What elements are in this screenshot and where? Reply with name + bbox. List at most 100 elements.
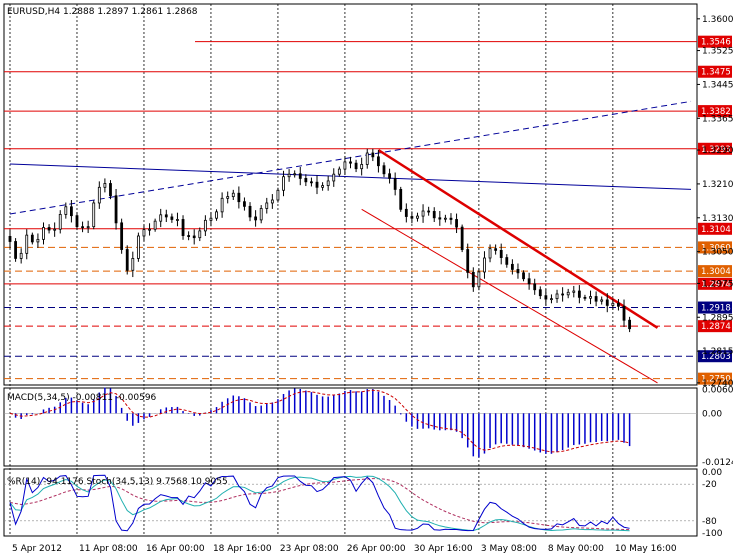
candle-body xyxy=(276,189,280,201)
candle xyxy=(505,254,509,268)
x-tick-label: 10 May 16:00 xyxy=(615,544,677,553)
candle xyxy=(187,231,191,241)
price-box-label: 1.2803 xyxy=(701,352,731,362)
macd-tick-label: -0.01247 xyxy=(702,458,733,468)
candle-body xyxy=(114,195,118,224)
candle xyxy=(594,291,598,307)
candle xyxy=(298,166,302,186)
candle-body xyxy=(248,205,252,218)
candle xyxy=(449,213,453,225)
candle xyxy=(42,222,45,245)
candle xyxy=(92,200,96,230)
candle xyxy=(360,157,364,176)
candle xyxy=(25,229,29,260)
candle-body xyxy=(259,208,263,221)
wpr-line xyxy=(9,474,630,532)
price-box xyxy=(698,265,732,278)
candle-body xyxy=(337,168,341,175)
x-tick-label: 11 Apr 08:00 xyxy=(79,544,138,553)
candle xyxy=(499,243,503,265)
trendline xyxy=(377,148,659,329)
candle-body xyxy=(58,213,62,230)
candle xyxy=(455,213,458,234)
panel-frame-2 xyxy=(3,387,698,467)
candle-body xyxy=(477,271,481,288)
candle xyxy=(164,209,168,223)
candle xyxy=(198,227,202,242)
y-tick-label: 1.3130 xyxy=(702,214,733,224)
candle-body xyxy=(97,186,101,204)
y-tick-label: 1.3525 xyxy=(702,47,733,57)
candle xyxy=(103,178,107,193)
candle xyxy=(120,218,124,254)
candle xyxy=(438,211,442,226)
candle-body xyxy=(287,173,291,178)
candle xyxy=(432,207,436,223)
candle xyxy=(114,188,118,230)
y-tick-label: 1.3445 xyxy=(702,80,733,90)
y-tick-label: 1.3050 xyxy=(702,248,733,258)
candle-body xyxy=(237,192,241,203)
candle xyxy=(58,210,62,234)
candle-body xyxy=(527,278,531,285)
candle-body xyxy=(75,215,79,228)
candle xyxy=(611,299,615,310)
candle-body xyxy=(533,283,537,291)
candle-body xyxy=(109,183,112,197)
candle-body xyxy=(181,219,185,236)
candle-body xyxy=(270,199,274,204)
candle-body xyxy=(377,156,380,167)
panel-frame-1 xyxy=(3,3,698,386)
candle xyxy=(337,166,341,177)
candle-body xyxy=(125,249,129,271)
candle xyxy=(332,168,336,187)
x-tick-label: 18 Apr 16:00 xyxy=(213,544,272,553)
candle xyxy=(377,150,380,173)
candle-body xyxy=(471,271,475,288)
candle xyxy=(404,203,408,223)
candle xyxy=(321,182,324,191)
candle-body xyxy=(293,173,297,176)
candle-body xyxy=(170,216,174,220)
candle xyxy=(365,148,369,169)
candle xyxy=(617,299,620,311)
candle xyxy=(382,162,386,178)
candle xyxy=(315,175,319,195)
candle xyxy=(343,155,347,176)
candle xyxy=(527,272,531,290)
candle xyxy=(231,189,235,201)
candle-body xyxy=(70,206,73,217)
candle-body xyxy=(131,258,135,271)
candle-body xyxy=(343,161,347,170)
price-box xyxy=(698,35,732,48)
candle-body xyxy=(494,248,498,251)
candle xyxy=(460,224,464,253)
candle xyxy=(215,209,218,221)
candle xyxy=(70,200,73,223)
macd-title: MACD(5,34,5) -0.00811 -0.00596 xyxy=(7,393,157,403)
candle xyxy=(566,288,570,299)
candle xyxy=(349,156,352,169)
price-box xyxy=(698,372,732,385)
price-box-label: 1.3293 xyxy=(701,145,731,155)
candle xyxy=(64,202,68,219)
candle xyxy=(533,278,537,295)
candle-body xyxy=(153,220,157,230)
candle xyxy=(282,170,285,197)
candle xyxy=(488,244,492,263)
candle-body xyxy=(220,197,224,213)
candle xyxy=(153,218,157,232)
candle xyxy=(293,170,297,178)
candle-body xyxy=(455,219,458,228)
candle xyxy=(97,181,101,209)
candle-body xyxy=(449,217,453,220)
price-box-label: 1.3382 xyxy=(701,107,731,117)
candle-body xyxy=(516,269,520,274)
candle xyxy=(209,212,213,227)
price-box-label: 1.2874 xyxy=(701,322,731,332)
candle xyxy=(516,263,520,279)
candle xyxy=(600,296,604,305)
candle xyxy=(544,288,548,306)
candle xyxy=(555,289,559,303)
